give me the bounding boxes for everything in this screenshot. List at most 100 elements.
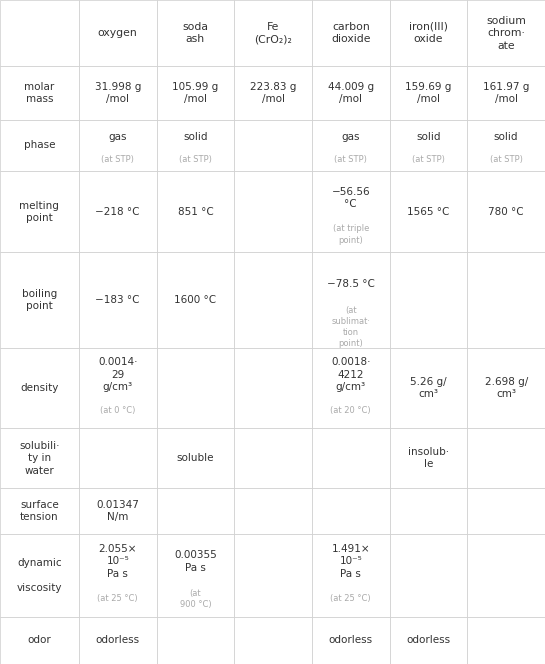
Bar xyxy=(234,66,312,120)
Bar xyxy=(312,0,390,66)
Text: 105.99 g
/mol: 105.99 g /mol xyxy=(172,82,219,104)
Text: oxygen: oxygen xyxy=(98,28,137,39)
Bar xyxy=(156,252,234,348)
Bar xyxy=(79,171,156,252)
Text: 2.698 g/
cm³: 2.698 g/ cm³ xyxy=(485,377,528,399)
Text: (at STP): (at STP) xyxy=(412,155,445,164)
Text: (at
900 °C): (at 900 °C) xyxy=(180,588,211,609)
Text: (at STP): (at STP) xyxy=(179,155,212,164)
Bar xyxy=(234,534,312,617)
Bar xyxy=(0,171,79,252)
Bar xyxy=(234,428,312,489)
Bar xyxy=(312,66,390,120)
Bar xyxy=(312,617,390,664)
Bar xyxy=(467,0,545,66)
Bar xyxy=(467,171,545,252)
Bar xyxy=(312,171,390,252)
Text: 1.491×
10⁻⁵
Pa s: 1.491× 10⁻⁵ Pa s xyxy=(331,544,370,579)
Text: 0.00355
Pa s: 0.00355 Pa s xyxy=(174,550,217,572)
Text: 2.055×
10⁻⁵
Pa s: 2.055× 10⁻⁵ Pa s xyxy=(99,544,137,579)
Text: iron(III)
oxide: iron(III) oxide xyxy=(409,22,448,44)
Bar xyxy=(79,348,156,428)
Bar xyxy=(312,348,390,428)
Bar xyxy=(234,252,312,348)
Bar xyxy=(0,534,79,617)
Text: (at 25 °C): (at 25 °C) xyxy=(98,594,138,603)
Bar xyxy=(0,617,79,664)
Bar xyxy=(79,534,156,617)
Bar xyxy=(467,428,545,489)
Text: boiling
point: boiling point xyxy=(22,289,57,311)
Text: soluble: soluble xyxy=(177,453,214,463)
Text: insolub·
le: insolub· le xyxy=(408,447,449,469)
Bar xyxy=(0,66,79,120)
Bar xyxy=(234,489,312,534)
Bar xyxy=(390,617,467,664)
Bar xyxy=(156,0,234,66)
Text: 1600 °C: 1600 °C xyxy=(174,295,216,305)
Bar xyxy=(156,428,234,489)
Text: 0.0018·
4212
g/cm³: 0.0018· 4212 g/cm³ xyxy=(331,357,371,392)
Bar xyxy=(79,428,156,489)
Bar xyxy=(390,171,467,252)
Text: gas: gas xyxy=(342,131,360,141)
Bar xyxy=(467,66,545,120)
Bar xyxy=(0,428,79,489)
Text: Fe
(CrO₂)₂: Fe (CrO₂)₂ xyxy=(254,22,292,44)
Bar xyxy=(234,348,312,428)
Bar xyxy=(234,120,312,171)
Bar xyxy=(156,66,234,120)
Text: (at triple
point): (at triple point) xyxy=(332,224,369,244)
Text: dynamic

viscosity: dynamic viscosity xyxy=(17,558,62,593)
Text: solid: solid xyxy=(183,131,208,141)
Text: odor: odor xyxy=(28,635,51,645)
Text: −56.56
°C: −56.56 °C xyxy=(331,187,370,209)
Bar xyxy=(390,534,467,617)
Bar xyxy=(390,66,467,120)
Text: surface
tension: surface tension xyxy=(20,500,59,523)
Text: solid: solid xyxy=(494,131,518,141)
Text: odorless: odorless xyxy=(329,635,373,645)
Bar xyxy=(156,534,234,617)
Bar xyxy=(467,489,545,534)
Text: melting
point: melting point xyxy=(20,201,59,223)
Text: molar
mass: molar mass xyxy=(25,82,54,104)
Text: (at STP): (at STP) xyxy=(490,155,523,164)
Bar xyxy=(467,252,545,348)
Bar xyxy=(234,0,312,66)
Bar xyxy=(390,489,467,534)
Bar xyxy=(79,252,156,348)
Bar xyxy=(0,489,79,534)
Bar xyxy=(467,534,545,617)
Text: 5.26 g/
cm³: 5.26 g/ cm³ xyxy=(410,377,447,399)
Text: −78.5 °C: −78.5 °C xyxy=(327,279,375,289)
Bar xyxy=(156,489,234,534)
Bar xyxy=(312,120,390,171)
Text: odorless: odorless xyxy=(95,635,140,645)
Bar xyxy=(390,348,467,428)
Text: 223.83 g
/mol: 223.83 g /mol xyxy=(250,82,296,104)
Bar xyxy=(234,617,312,664)
Bar xyxy=(79,489,156,534)
Text: 161.97 g
/mol: 161.97 g /mol xyxy=(483,82,529,104)
Bar xyxy=(390,428,467,489)
Bar xyxy=(79,0,156,66)
Text: 44.009 g
/mol: 44.009 g /mol xyxy=(328,82,374,104)
Bar xyxy=(156,171,234,252)
Text: soda
ash: soda ash xyxy=(183,22,208,44)
Bar xyxy=(312,489,390,534)
Bar xyxy=(79,120,156,171)
Text: sodium
chrom·
ate: sodium chrom· ate xyxy=(486,16,526,50)
Text: 851 °C: 851 °C xyxy=(178,207,213,216)
Bar xyxy=(312,252,390,348)
Bar xyxy=(79,617,156,664)
Text: odorless: odorless xyxy=(407,635,451,645)
Text: phase: phase xyxy=(23,140,55,150)
Text: 1565 °C: 1565 °C xyxy=(407,207,450,216)
Text: 31.998 g
/mol: 31.998 g /mol xyxy=(94,82,141,104)
Text: (at 0 °C): (at 0 °C) xyxy=(100,406,135,415)
Bar xyxy=(0,0,79,66)
Bar xyxy=(390,252,467,348)
Text: solubili·
ty in
water: solubili· ty in water xyxy=(19,441,60,475)
Text: −218 °C: −218 °C xyxy=(95,207,140,216)
